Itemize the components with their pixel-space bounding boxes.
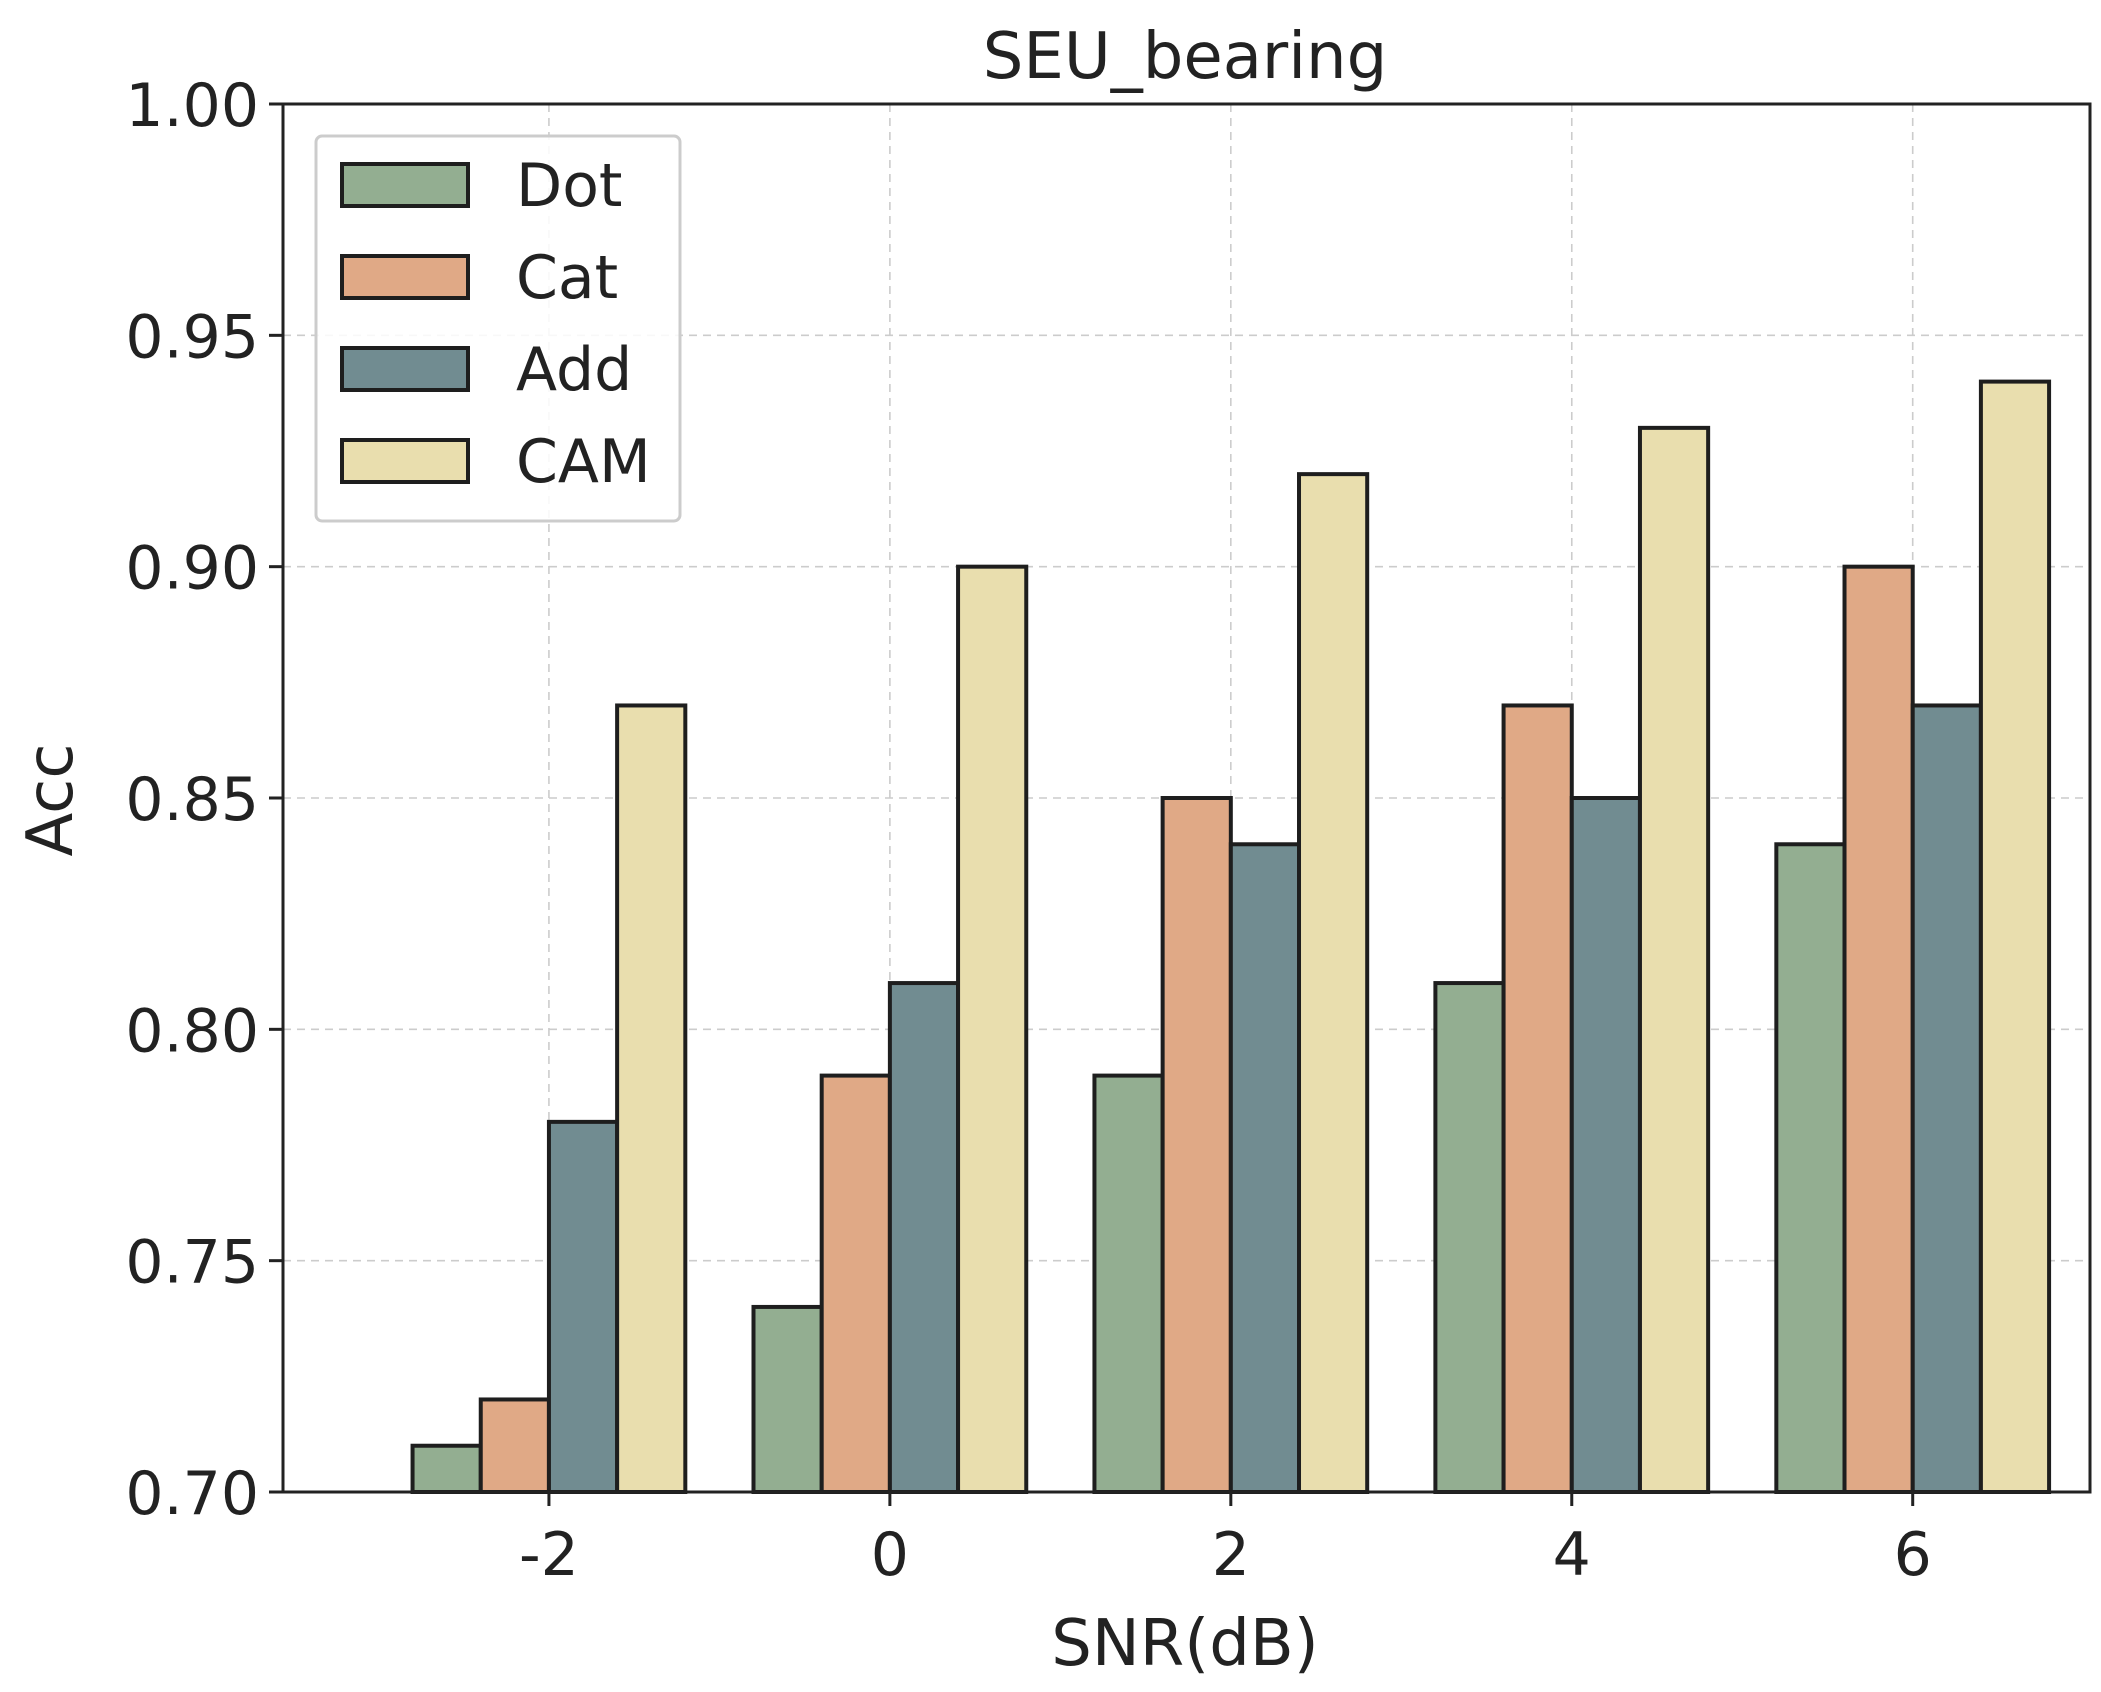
bar-dot-4 <box>1433 981 1506 1494</box>
bar-add-4 <box>1569 796 1642 1494</box>
bars-layer <box>410 379 2052 1495</box>
legend-label-dot: Dot <box>516 151 622 221</box>
legend-swatch-cam <box>340 438 470 484</box>
bar-cat--2 <box>478 1397 551 1495</box>
y-tick-label: 0.75 <box>125 1228 259 1298</box>
bar-add-2 <box>1228 842 1302 1494</box>
x-axis-label: SNR(dB) <box>1051 1607 1318 1681</box>
legend-label-cat: Cat <box>516 243 618 313</box>
legend-label-add: Add <box>516 335 632 405</box>
x-tick-label: 4 <box>1553 1520 1591 1590</box>
y-tick-label: 0.90 <box>125 534 259 604</box>
x-tick-label: 2 <box>1212 1520 1250 1590</box>
bar-cat-4 <box>1501 703 1574 1494</box>
bar-add-0 <box>887 981 961 1494</box>
bar-cat-6 <box>1842 564 1915 1494</box>
legend-swatch-add <box>340 346 470 392</box>
bar-cam--2 <box>615 703 688 1494</box>
y-tick-label: 0.70 <box>125 1459 259 1529</box>
bar-dot-2 <box>1092 1073 1165 1494</box>
y-tick-label: 0.95 <box>125 302 259 372</box>
y-tick-label: 0.85 <box>125 765 259 835</box>
y-tick-label: 1.00 <box>125 71 259 141</box>
bar-dot-0 <box>751 1304 824 1495</box>
bar-add--2 <box>546 1119 620 1495</box>
bar-dot-6 <box>1774 842 1847 1494</box>
x-tick-label: 0 <box>871 1520 909 1590</box>
bar-dot--2 <box>410 1443 483 1494</box>
legend: Dot Cat Add CAM <box>314 134 682 523</box>
x-tick-label: 6 <box>1894 1520 1932 1590</box>
bar-cam-6 <box>1978 379 2052 1495</box>
bar-cam-0 <box>956 564 1029 1494</box>
bar-cam-2 <box>1297 472 1370 1494</box>
bar-add-6 <box>1910 703 1983 1494</box>
legend-label-cam: CAM <box>516 427 651 497</box>
y-axis-label: Acc <box>14 743 88 856</box>
y-tick-label: 0.80 <box>125 996 259 1066</box>
ticks-layer: 0.70 0.75 0.80 0.85 0.90 0.95 1.00 -2 0 2 4 6 <box>125 71 1931 1590</box>
legend-box <box>314 134 682 523</box>
legend-swatch-cat <box>340 254 470 300</box>
legend-swatch-dot <box>340 162 470 208</box>
bar-cam-4 <box>1637 425 1711 1494</box>
x-tick-label: -2 <box>519 1520 579 1590</box>
chart-title: SEU_bearing <box>983 20 1387 94</box>
bar-cat-2 <box>1160 796 1233 1494</box>
bar-cat-0 <box>819 1073 892 1494</box>
